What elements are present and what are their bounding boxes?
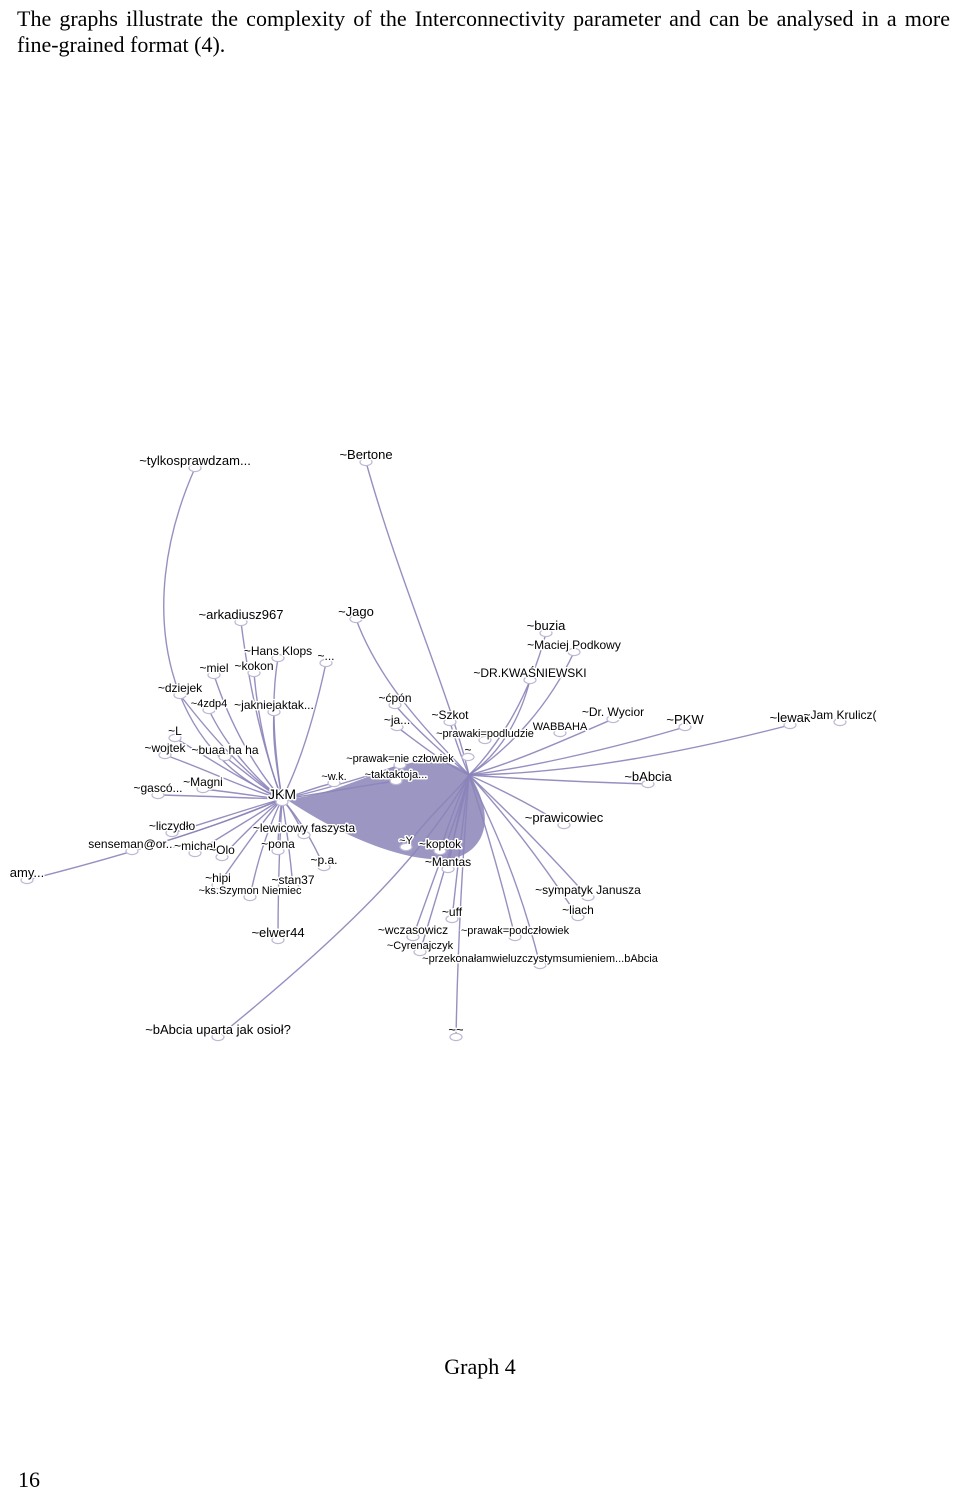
node-label: ~Szkot — [431, 708, 469, 722]
node-label: ~Hans Klops — [244, 644, 312, 658]
network-graph-svg: ~tylkosprawdzam... ~Bertone ~arkadiusz967 ~… — [0, 434, 960, 1074]
node-label: ~prawaki=podludzie — [436, 728, 534, 740]
node-label: ~jakniejaktak... — [234, 698, 314, 712]
node-label: ~4zdp4 — [191, 698, 227, 710]
node-label: ~kokon — [234, 659, 273, 673]
node-label: ~gascó... — [133, 781, 182, 795]
edge — [469, 775, 588, 897]
node-label: ~L — [168, 724, 182, 738]
node-label: ~sympatyk Janusza — [535, 883, 641, 897]
network-graph: ~tylkosprawdzam... ~Bertone ~arkadiusz967 ~… — [0, 434, 960, 1074]
page: The graphs illustrate the complexity of … — [0, 0, 960, 1505]
node-label: ~koptok — [419, 837, 462, 851]
edge — [356, 619, 469, 775]
node-label: ~przekonałamwieluzczystymsumieniem...bAb… — [422, 953, 659, 965]
node-label: ~Dr. Wycior — [582, 705, 644, 719]
node-label: ~prawak=nie człowiek — [346, 753, 454, 765]
node-label: ~tylkosprawdzam... — [139, 453, 251, 468]
node-label: ~ — [464, 743, 471, 757]
node-label: ~Olo — [209, 843, 235, 857]
node-label: ~prawak=podczłowiek — [461, 925, 570, 937]
node-label: ~ćpón — [378, 691, 411, 705]
node-label: ~pona — [261, 837, 295, 851]
edge — [469, 633, 546, 775]
node-label: senseman@or... — [88, 837, 176, 851]
body-paragraph: The graphs illustrate the complexity of … — [17, 6, 950, 59]
node-label: ~liach — [562, 903, 594, 917]
edge — [282, 663, 326, 799]
node-label: ~bAbcia uparta jak osioł? — [145, 1022, 291, 1037]
edge — [469, 775, 648, 784]
node-label: ~miel — [199, 661, 228, 675]
labels-group: ~tylkosprawdzam... ~Bertone ~arkadiusz967 ~… — [10, 447, 877, 1037]
figure-caption: Graph 4 — [0, 1354, 960, 1380]
node-label: ~hipi — [205, 871, 231, 885]
node-label: ~dziejek — [158, 681, 203, 695]
node-label: ~Magni — [183, 775, 223, 789]
node-label: amy... — [10, 865, 44, 880]
node-label: ~DR.KWAŚNIEWSKI — [473, 665, 586, 680]
node-label: ~wczasowicz — [378, 923, 448, 937]
node-label: ~ja... — [384, 713, 410, 727]
node-label: ~w.k. — [321, 771, 346, 783]
node-label: ~wojtek — [144, 741, 186, 755]
page-number: 16 — [18, 1467, 40, 1493]
node-label: ~... — [317, 649, 334, 663]
node-label: ~lewicowy faszysta — [253, 821, 356, 835]
node-label: ~Maciej Podkowy — [527, 638, 621, 652]
node-label: ~PKW — [666, 712, 704, 727]
node-label: ~Jago — [338, 604, 374, 619]
node-label: WABBAHA — [533, 721, 588, 733]
node-label: ~Cyrenajczyk — [387, 940, 454, 952]
node-label: ~prawicowiec — [525, 810, 604, 825]
node-label: ~Jam Krulicz( — [803, 708, 876, 722]
node-label: ~stan37 — [271, 873, 314, 887]
node-label: ~taktaktoja... — [365, 769, 428, 781]
node-label: ~uff — [442, 905, 463, 919]
node-label: ~p.a. — [310, 853, 337, 867]
node-label: ~Mantas — [425, 855, 471, 869]
node-label: ~arkadiusz967 — [199, 607, 284, 622]
node-label: ~buaa ha ha — [191, 743, 258, 757]
node-label: JKM — [268, 786, 296, 802]
node-label: ~buzia — [527, 618, 566, 633]
node-label: ~Y — [399, 835, 413, 847]
node-label: ~liczydło — [149, 819, 196, 833]
node-label: ~bAbcia — [624, 769, 672, 784]
node-label: ~elwer44 — [251, 925, 304, 940]
node-label: ~Bertone — [339, 447, 392, 462]
node-label: ~~ — [448, 1022, 464, 1037]
